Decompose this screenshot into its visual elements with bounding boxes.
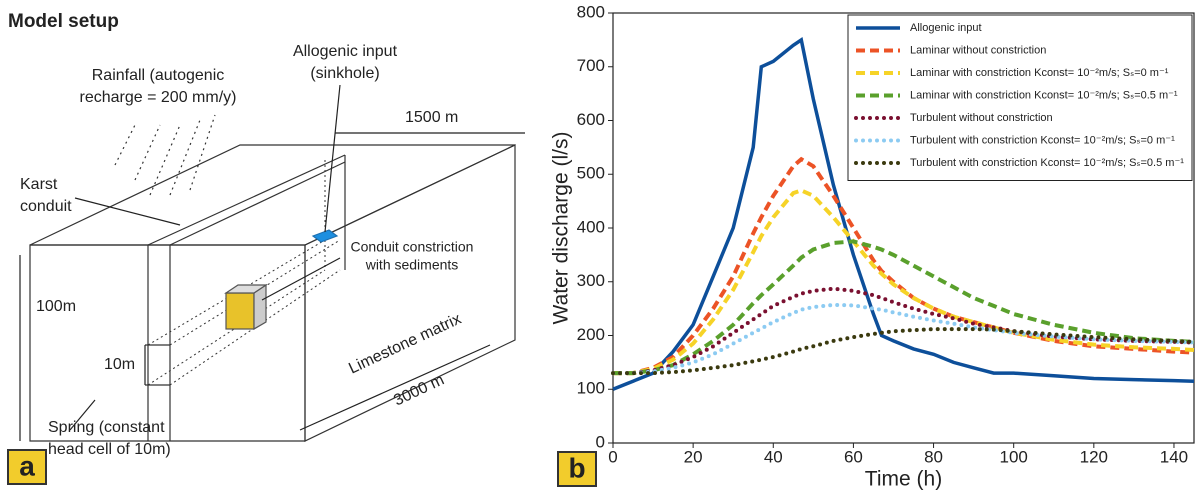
- x-tick-label: 120: [1080, 447, 1108, 466]
- y-tick-label: 800: [577, 2, 605, 21]
- y-tick-label: 100: [577, 379, 605, 398]
- conduit-label: Karst: [20, 176, 58, 193]
- edge: [147, 154, 346, 246]
- top-face: [29, 144, 516, 246]
- constriction-label: with sediments: [365, 257, 459, 273]
- pointers: [19, 84, 525, 441]
- x-tick-label: 40: [764, 447, 783, 466]
- model-diagram: [19, 84, 525, 442]
- series-line: [613, 239, 1195, 376]
- y-tick-label: 300: [577, 271, 605, 290]
- y-tick-label: 700: [577, 56, 605, 75]
- legend-label: Turbulent without constriction: [910, 112, 1053, 124]
- x-tick-label: 80: [924, 447, 943, 466]
- legend-label: Laminar with constriction Kconst= 10⁻²m/…: [910, 89, 1178, 101]
- panel-badge: [557, 451, 597, 487]
- conduit-height-label: 10m: [104, 356, 135, 373]
- allogenic-label: Allogenic input: [293, 43, 398, 60]
- x-tick-label: 100: [1000, 447, 1028, 466]
- matrix-label: Limestone matrix: [346, 311, 464, 378]
- conduit-label: conduit: [20, 198, 72, 215]
- series-line: [613, 156, 1195, 376]
- y-tick-label: 400: [577, 217, 605, 236]
- width-label: 1500 m: [405, 109, 458, 126]
- spring-label: head cell of 10m): [48, 441, 171, 458]
- y-tick-label: 600: [577, 110, 605, 129]
- front-face: [29, 244, 306, 442]
- sinkhole: [311, 229, 339, 243]
- y-tick-label: 0: [596, 432, 605, 451]
- legend-box: [847, 14, 1193, 181]
- legend-label: Turbulent with constriction Kconst= 10⁻²…: [910, 134, 1175, 146]
- legend-label: Laminar with constriction Kconst= 10⁻²m/…: [910, 67, 1169, 79]
- side-face: [304, 144, 516, 442]
- series-line: [612, 36, 1195, 391]
- x-tick-label: 60: [844, 447, 863, 466]
- series-line: [611, 327, 1196, 376]
- height-label: 100m: [36, 298, 76, 315]
- rainfall-label: Rainfall (autogenic: [92, 67, 225, 84]
- x-tick-label: 20: [684, 447, 703, 466]
- rain: [114, 114, 216, 196]
- legend-label: Allogenic input: [910, 22, 982, 34]
- conduit-lines: [147, 160, 341, 386]
- y-tick-label: 500: [577, 164, 605, 183]
- spring-label: Spring (constant: [48, 419, 165, 436]
- panel-label: b: [568, 452, 585, 483]
- panel-badge: [7, 449, 47, 485]
- diagram-title: Model setup: [8, 11, 119, 32]
- legend-label: Turbulent with constriction Kconst= 10⁻²…: [910, 157, 1184, 169]
- rainfall-label: recharge = 200 mm/y): [80, 89, 237, 106]
- sediment: [225, 292, 255, 330]
- x-tick-label: 0: [608, 447, 617, 466]
- legend-label: Laminar without constriction: [910, 44, 1046, 56]
- allogenic-label: (sinkhole): [310, 65, 379, 82]
- constriction-label: Conduit constriction: [351, 239, 474, 255]
- panel-label: a: [19, 450, 35, 481]
- edge: [169, 161, 346, 246]
- y-axis-label: Water discharge (l/s): [550, 132, 573, 325]
- x-axis-label: Time (h): [865, 468, 942, 490]
- x-tick-label: 140: [1160, 447, 1188, 466]
- y-tick-label: 200: [577, 325, 605, 344]
- sediment-top: [224, 284, 268, 294]
